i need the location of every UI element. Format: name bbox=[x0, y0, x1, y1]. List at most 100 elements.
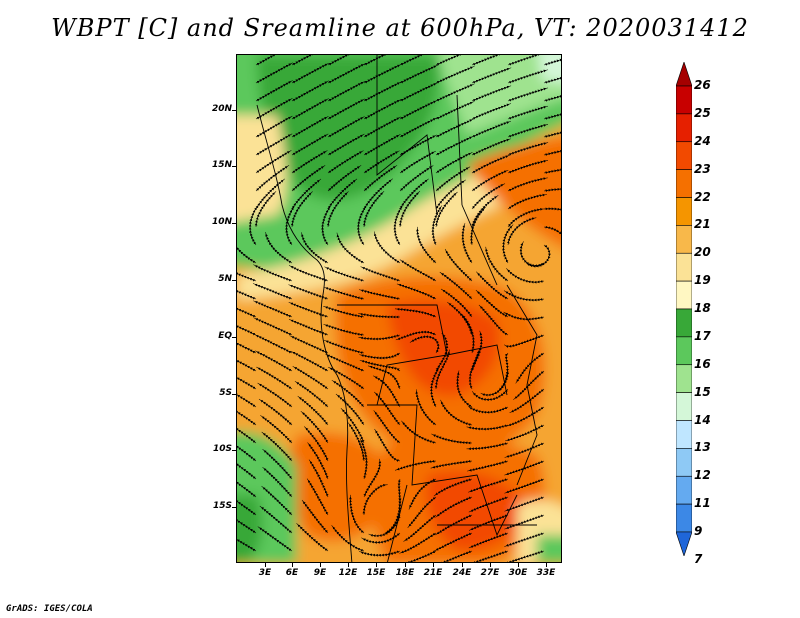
streamline bbox=[507, 124, 549, 138]
streamline bbox=[504, 532, 545, 547]
lat-tick bbox=[232, 166, 236, 167]
lon-label: 3E bbox=[258, 568, 272, 578]
lat-label: 10N bbox=[211, 217, 232, 227]
chart-title: WBPT [C] and Sreamline at 600hPa, VT: 20… bbox=[51, 14, 749, 42]
streamline bbox=[468, 532, 509, 549]
streamline bbox=[434, 514, 473, 536]
streamline bbox=[506, 406, 545, 427]
streamline bbox=[395, 459, 437, 471]
streamline bbox=[504, 478, 545, 494]
colorbar-swatch bbox=[676, 475, 692, 505]
lat-label: 15S bbox=[212, 501, 232, 511]
colorbar-swatch bbox=[676, 280, 692, 310]
streamline bbox=[291, 115, 329, 138]
streamline bbox=[434, 550, 473, 562]
lon-label: 33E bbox=[536, 568, 556, 578]
streamline bbox=[504, 496, 545, 512]
lon-label: 6E bbox=[285, 568, 299, 578]
lat-tick bbox=[232, 337, 236, 338]
colorbar-tick-label: 7 bbox=[694, 551, 703, 566]
streamline bbox=[471, 154, 511, 174]
streamline bbox=[466, 424, 509, 431]
streamline bbox=[237, 393, 257, 408]
streamline bbox=[254, 334, 293, 354]
streamline bbox=[471, 103, 512, 120]
lon-tick bbox=[490, 563, 491, 567]
streamline bbox=[327, 80, 366, 102]
streamline bbox=[336, 232, 365, 264]
streamline bbox=[507, 55, 547, 66]
streamline bbox=[416, 226, 437, 264]
lon-tick bbox=[348, 563, 349, 567]
colorbar-tick-label: 25 bbox=[694, 105, 711, 120]
streamline bbox=[237, 290, 257, 300]
lat-tick bbox=[232, 110, 236, 111]
streamline bbox=[543, 207, 561, 212]
streamline bbox=[327, 98, 366, 120]
lon-tick bbox=[546, 563, 547, 567]
lon-tick bbox=[292, 563, 293, 567]
streamline bbox=[257, 526, 293, 552]
streamline bbox=[507, 177, 548, 192]
streamline bbox=[288, 265, 329, 282]
streamline bbox=[248, 205, 258, 246]
streamline bbox=[504, 460, 545, 476]
colorbar-swatch bbox=[676, 113, 692, 143]
streamline bbox=[296, 523, 329, 552]
streamline bbox=[435, 101, 475, 120]
streamline bbox=[396, 283, 437, 300]
streamline bbox=[543, 94, 561, 102]
streamline bbox=[291, 62, 330, 84]
lat-label: 20N bbox=[211, 104, 232, 114]
streamline bbox=[363, 99, 402, 120]
streamline bbox=[478, 304, 509, 336]
streamline bbox=[543, 112, 561, 120]
colorbar-tick-label: 9 bbox=[694, 524, 703, 538]
colorbar-swatch bbox=[676, 420, 692, 449]
wbpt-streamline-map bbox=[237, 55, 561, 562]
colorbar-tick-label: 26 bbox=[694, 78, 711, 92]
streamline bbox=[301, 232, 329, 264]
streamline bbox=[468, 478, 509, 493]
lat-tick bbox=[232, 394, 236, 395]
streamline bbox=[468, 514, 509, 531]
colorbar-tick-label: 20 bbox=[694, 245, 711, 260]
streamline bbox=[471, 67, 512, 84]
streamline bbox=[519, 241, 545, 268]
streamline bbox=[471, 85, 512, 102]
streamline bbox=[503, 311, 545, 321]
streamline bbox=[471, 55, 507, 66]
streamline bbox=[468, 496, 509, 513]
streamline bbox=[237, 325, 257, 336]
lon-label: 12E bbox=[338, 568, 358, 578]
streamline bbox=[467, 460, 509, 472]
colorbar-tick-label: 18 bbox=[694, 301, 711, 315]
colorbar-swatch bbox=[676, 169, 692, 198]
lon-label: 15E bbox=[366, 568, 386, 578]
streamline bbox=[543, 168, 561, 175]
streamline bbox=[504, 514, 545, 530]
streamline bbox=[323, 286, 365, 300]
lon-label: 30E bbox=[508, 568, 528, 578]
streamlines bbox=[237, 55, 561, 562]
streamline bbox=[327, 116, 365, 138]
lon-label: 9E bbox=[313, 568, 327, 578]
streamline bbox=[504, 334, 545, 348]
lat-tick bbox=[232, 450, 236, 451]
streamline bbox=[435, 83, 475, 102]
streamline bbox=[507, 87, 548, 102]
lat-label: 15N bbox=[211, 160, 232, 170]
lat-label: EQ bbox=[218, 331, 232, 341]
colorbar-tick-label: 22 bbox=[694, 189, 711, 204]
streamline bbox=[394, 307, 437, 318]
colorbar-tick-label: 19 bbox=[694, 273, 711, 288]
streamline bbox=[469, 550, 509, 562]
streamline bbox=[363, 63, 402, 84]
streamline bbox=[331, 525, 365, 552]
streamline bbox=[237, 428, 257, 444]
streamline bbox=[359, 289, 401, 301]
streamline bbox=[237, 538, 257, 552]
streamline bbox=[237, 342, 257, 354]
colorbar-tick-label: 16 bbox=[694, 356, 711, 371]
streamline bbox=[435, 55, 468, 66]
